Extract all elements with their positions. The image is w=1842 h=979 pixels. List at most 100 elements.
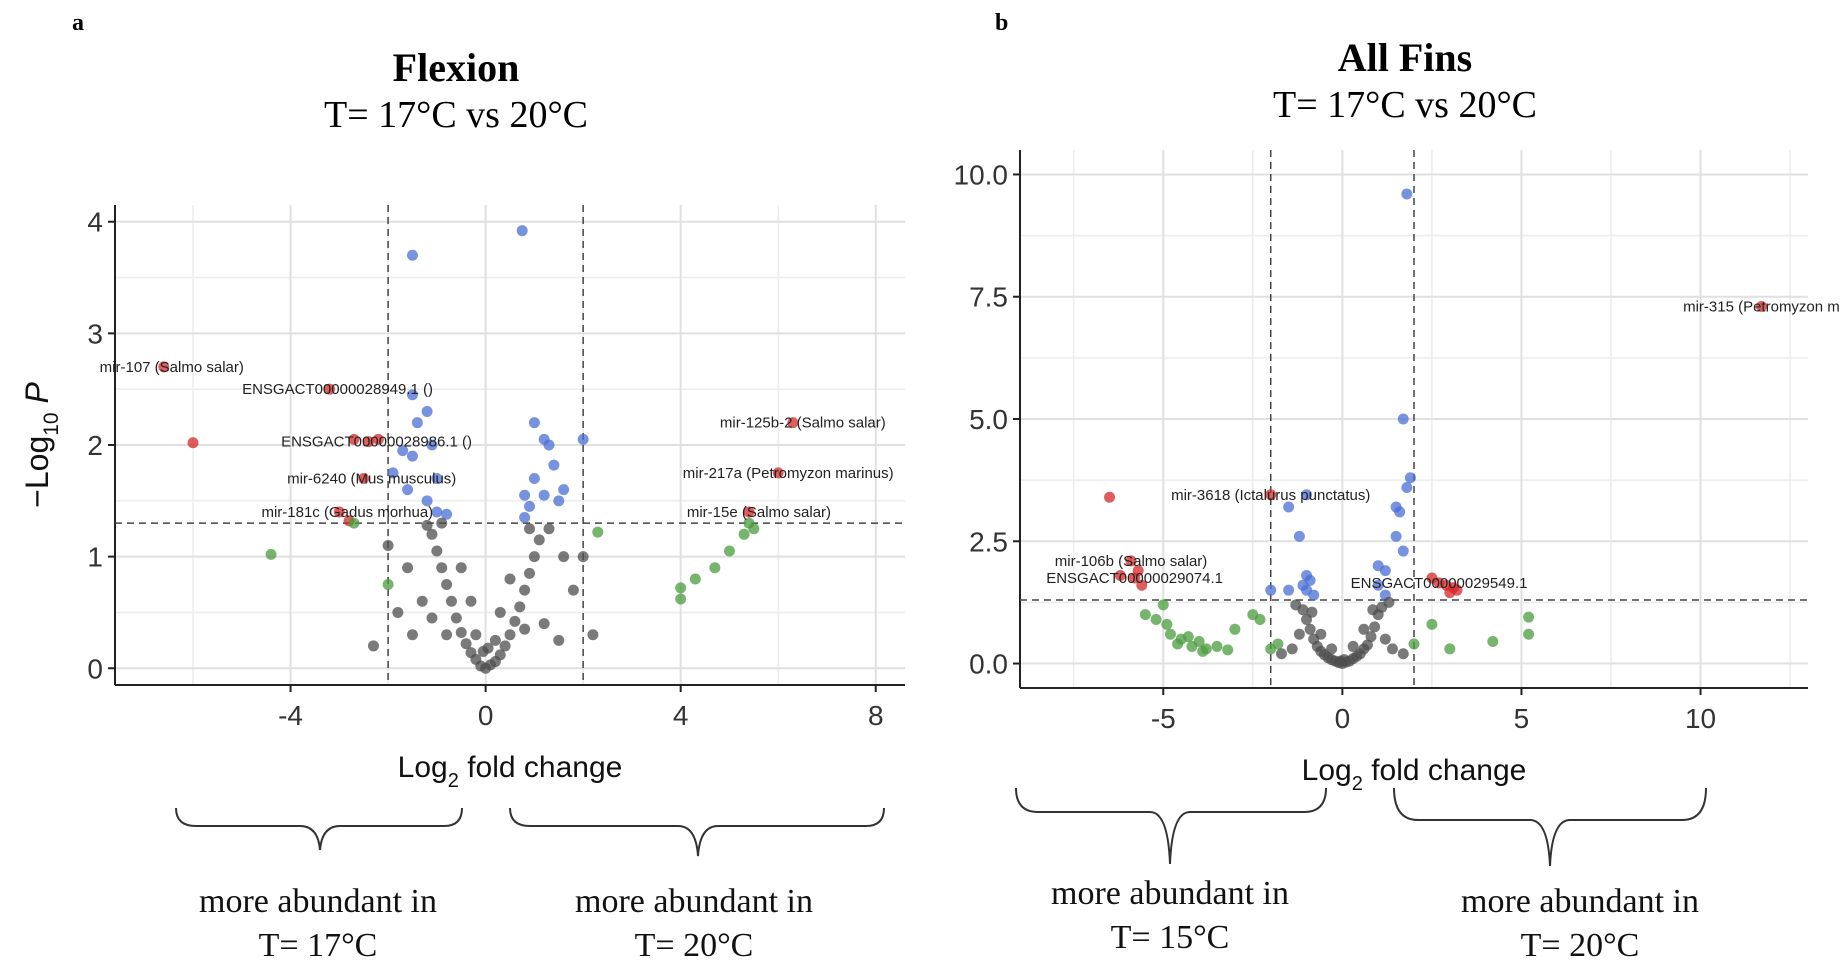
- point-blue: [1283, 501, 1295, 513]
- point-red: [1755, 301, 1767, 313]
- point-red: [1129, 572, 1141, 584]
- point-grey: [509, 615, 521, 627]
- point-blue: [406, 249, 418, 261]
- point-grey: [465, 595, 477, 607]
- point-blue: [1401, 481, 1413, 493]
- point-blue: [402, 484, 414, 496]
- point-blue: [1301, 489, 1313, 501]
- point-grey: [392, 606, 404, 618]
- point-annotation: mir-15e (Salmo salar): [687, 504, 831, 521]
- point-blue: [519, 512, 531, 524]
- point-grey: [577, 551, 589, 563]
- point-blue: [1372, 579, 1384, 591]
- chart-b-title: All Fins: [1337, 35, 1473, 80]
- point-green: [1182, 631, 1194, 643]
- point-green: [738, 528, 750, 540]
- bracket-a-left-line2: T= 17°C: [258, 927, 378, 964]
- y-tick-label: 4: [87, 207, 103, 238]
- point-blue: [421, 406, 433, 418]
- point-green: [675, 582, 687, 594]
- point-blue: [1397, 413, 1409, 425]
- point-red: [772, 467, 784, 479]
- point-blue: [441, 508, 453, 520]
- x-tick-label: -4: [278, 700, 303, 731]
- point-grey: [558, 551, 570, 563]
- point-blue: [1397, 545, 1409, 557]
- y-tick-label: 1: [87, 542, 103, 573]
- point-green: [1172, 638, 1184, 650]
- point-grey: [1361, 639, 1373, 651]
- point-green: [1157, 599, 1169, 611]
- point-blue: [431, 506, 443, 518]
- point-grey: [367, 640, 379, 652]
- x-tick-label: 4: [673, 700, 689, 731]
- point-green: [1426, 618, 1438, 630]
- point-red: [1451, 584, 1463, 596]
- point-annotation: ENSGACT00000029074.1: [1046, 570, 1223, 587]
- y-tick-label: 2.5: [969, 526, 1008, 557]
- chart-a: -4 0 4 8 0 1 2 3 4 mir-107 (Salmo salar) ENSGACT00…: [19, 205, 905, 792]
- bracket-b-right-line2: T= 20°C: [1520, 927, 1640, 964]
- point-grey: [543, 523, 555, 535]
- point-blue: [1404, 472, 1416, 484]
- point-grey: [1358, 623, 1370, 635]
- point-green: [1197, 645, 1209, 657]
- bracket-a-left: [175, 807, 463, 851]
- point-grey: [587, 629, 599, 641]
- point-blue: [411, 417, 423, 429]
- point-red: [372, 433, 384, 445]
- point-red: [787, 417, 799, 429]
- point-grey: [494, 649, 506, 661]
- point-annotation: ENSGACT00000028949.1 (): [242, 381, 433, 398]
- point-blue: [1265, 584, 1277, 596]
- point-grey: [445, 595, 457, 607]
- chart-b-title-block: All Fins T= 17°C vs 20°C: [1185, 34, 1625, 127]
- point-blue: [528, 472, 540, 484]
- point-green: [1265, 643, 1277, 655]
- point-grey: [499, 640, 511, 652]
- point-annotation: mir-217a (Petromyzon marinus): [683, 465, 894, 482]
- point-blue: [1390, 530, 1402, 542]
- chart-a-title-block: Flexion T= 17°C vs 20°C: [236, 44, 676, 137]
- point-grey: [1347, 640, 1359, 652]
- point-green: [1222, 644, 1234, 656]
- point-blue: [406, 389, 418, 401]
- point-blue: [1379, 565, 1391, 577]
- point-blue: [1308, 589, 1320, 601]
- point-blue: [1293, 530, 1305, 542]
- point-green: [1408, 638, 1420, 650]
- point-grey: [1365, 631, 1377, 643]
- point-grey: [470, 629, 482, 641]
- point-red: [358, 472, 370, 484]
- point-grey: [1369, 621, 1381, 633]
- point-blue: [387, 467, 399, 479]
- point-grey: [519, 584, 531, 596]
- point-grey: [402, 562, 414, 574]
- point-annotation: mir-107 (Salmo salar): [100, 359, 244, 376]
- point-grey: [567, 584, 579, 596]
- point-grey: [436, 562, 448, 574]
- point-grey: [519, 623, 531, 635]
- point-annotation: mir-106b (Salmo salar): [1055, 553, 1208, 570]
- point-grey: [450, 612, 462, 624]
- bracket-a-right-line1: more abundant in: [575, 883, 813, 920]
- point-grey: [1383, 596, 1395, 608]
- point-blue: [397, 445, 409, 457]
- point-grey: [426, 528, 438, 540]
- y-tick-label: 0: [87, 653, 103, 684]
- point-grey: [436, 517, 448, 529]
- point-green: [1229, 623, 1241, 635]
- point-grey: [524, 567, 536, 579]
- panel-letter-b: b: [995, 10, 1009, 36]
- point-red: [1433, 577, 1445, 589]
- point-grey: [1367, 604, 1379, 616]
- point-grey: [494, 606, 506, 618]
- bracket-b-left-text: more abundant in T= 15°C: [990, 872, 1350, 960]
- bracket-a-right-text: more abundant in T= 20°C: [514, 880, 874, 968]
- point-blue: [426, 439, 438, 451]
- panel-letter-a: a: [72, 10, 84, 36]
- point-annotation: ENSGACT00000028986.1 (): [281, 434, 472, 451]
- point-green: [348, 517, 360, 529]
- point-grey: [416, 595, 428, 607]
- point-grey: [455, 627, 467, 639]
